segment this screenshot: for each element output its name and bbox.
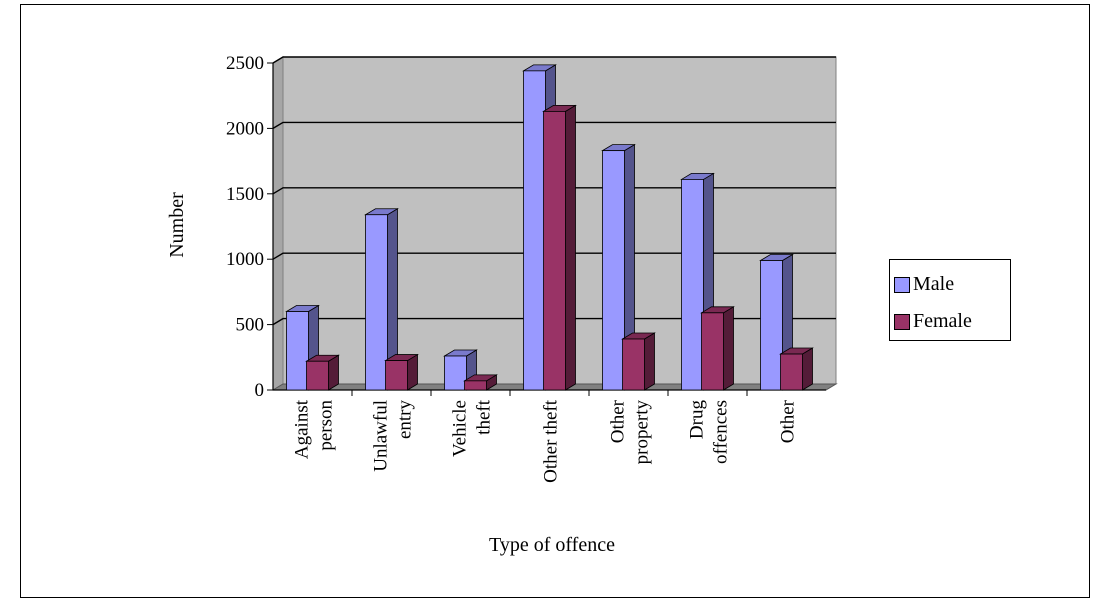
bar-male (444, 355, 467, 391)
bar-female (385, 360, 408, 391)
y-tick-label: 500 (236, 315, 265, 336)
y-tick-label: 1000 (226, 249, 264, 270)
x-tick-label: offences (711, 400, 732, 464)
x-tick-label: Other (778, 399, 799, 443)
plot-area-side-wall (272, 56, 284, 391)
bar-side-female (802, 347, 813, 391)
x-tick-label: property (632, 400, 653, 465)
bar-male (681, 179, 704, 391)
y-tick-label: 2500 (226, 53, 264, 74)
x-axis-title: Type of offence (489, 534, 615, 556)
x-tick-label: Against (292, 399, 313, 459)
bar-male (602, 150, 625, 391)
y-gridline (272, 252, 836, 260)
bar-female (780, 353, 803, 391)
legend-swatch-female (894, 313, 910, 330)
legend: Male Female (889, 259, 1011, 341)
y-gridline (272, 317, 836, 326)
y-gridline (272, 121, 836, 130)
bar-side-female (644, 332, 655, 391)
bar-female (464, 380, 487, 391)
x-tick-label: theft (474, 399, 495, 435)
legend-label-male: Male (913, 273, 955, 295)
y-gridline (272, 56, 836, 64)
bar-male (365, 214, 388, 391)
x-tick-label: person (316, 400, 337, 451)
bar-male (523, 70, 546, 391)
bar-female (306, 360, 329, 391)
bar-male (760, 260, 783, 391)
bar-female (622, 338, 645, 391)
bar-male (286, 311, 309, 391)
x-tick-label: Drug (687, 400, 708, 440)
bar-side-female (565, 104, 576, 391)
legend-item-female: Female (894, 310, 972, 333)
y-tick-label: 1500 (226, 184, 264, 205)
legend-item-male: Male (894, 273, 954, 296)
bar-side-female (723, 306, 734, 391)
x-tick-label: Unlawful (371, 400, 392, 472)
y-gridline (272, 187, 836, 195)
bar-female (543, 110, 566, 391)
legend-label-female: Female (913, 310, 972, 332)
y-tick-label: 2000 (226, 118, 264, 139)
x-tick-label: Vehicle (450, 400, 471, 457)
y-axis-title: Number (166, 192, 188, 258)
x-tick-label: Other (608, 399, 629, 443)
y-tick-label: 0 (255, 380, 265, 401)
bar-female (701, 312, 724, 391)
x-tick-label: Other theft (541, 399, 562, 483)
legend-swatch-male (894, 276, 910, 293)
x-tick-label: entry (395, 400, 416, 440)
